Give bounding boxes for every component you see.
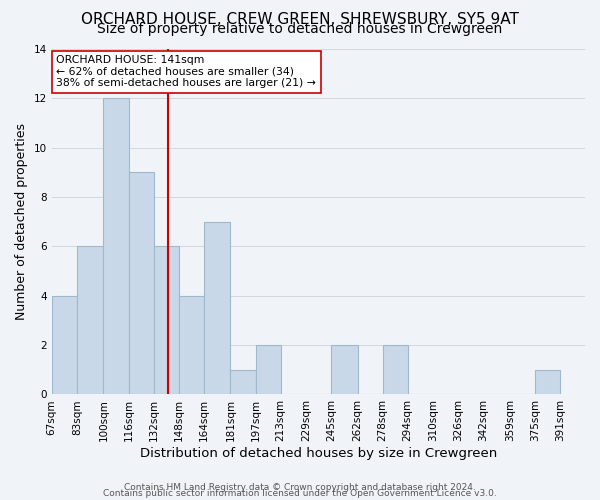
Bar [179, 296, 204, 394]
Text: Size of property relative to detached houses in Crewgreen: Size of property relative to detached ho… [97, 22, 503, 36]
X-axis label: Distribution of detached houses by size in Crewgreen: Distribution of detached houses by size … [140, 447, 497, 460]
Y-axis label: Number of detached properties: Number of detached properties [15, 123, 28, 320]
Bar [535, 370, 560, 394]
Bar [52, 296, 77, 394]
Bar [103, 98, 128, 395]
Bar [230, 370, 256, 394]
Bar [204, 222, 230, 394]
Text: ORCHARD HOUSE: 141sqm
← 62% of detached houses are smaller (34)
38% of semi-deta: ORCHARD HOUSE: 141sqm ← 62% of detached … [56, 55, 316, 88]
Text: ORCHARD HOUSE, CREW GREEN, SHREWSBURY, SY5 9AT: ORCHARD HOUSE, CREW GREEN, SHREWSBURY, S… [81, 12, 519, 28]
Bar [383, 345, 408, 395]
Text: Contains public sector information licensed under the Open Government Licence v3: Contains public sector information licen… [103, 490, 497, 498]
Bar [331, 345, 358, 395]
Text: Contains HM Land Registry data © Crown copyright and database right 2024.: Contains HM Land Registry data © Crown c… [124, 484, 476, 492]
Bar [77, 246, 103, 394]
Bar [154, 246, 179, 394]
Bar [256, 345, 281, 395]
Bar [128, 172, 154, 394]
